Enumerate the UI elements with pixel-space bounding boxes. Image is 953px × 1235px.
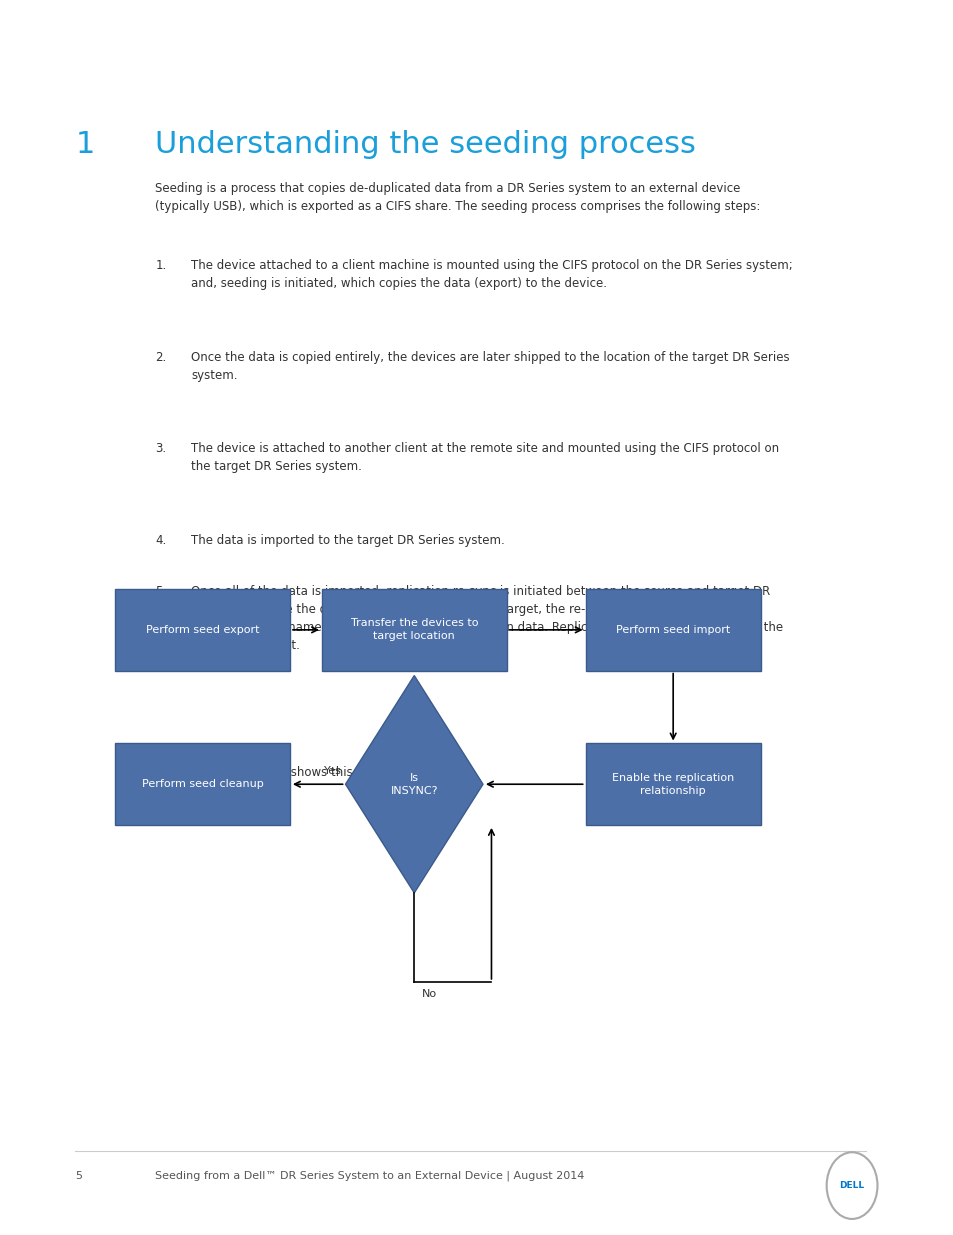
Text: Perform seed export: Perform seed export [146, 625, 259, 635]
FancyBboxPatch shape [322, 589, 506, 671]
Text: Yes: Yes [324, 766, 341, 776]
Text: 3.: 3. [155, 442, 167, 456]
Text: Once all of the data is imported, replication re-sync is initiated between the s: Once all of the data is imported, replic… [191, 585, 782, 652]
Text: 4.: 4. [155, 534, 167, 547]
Text: Transfer the devices to
target location: Transfer the devices to target location [350, 619, 477, 641]
Text: The device attached to a client machine is mounted using the CIFS protocol on th: The device attached to a client machine … [191, 259, 792, 290]
Text: The device is attached to another client at the remote site and mounted using th: The device is attached to another client… [191, 442, 779, 473]
Text: Seeding is a process that copies de-duplicated data from a DR Series system to a: Seeding is a process that copies de-dupl… [155, 182, 760, 212]
Text: 1.: 1. [155, 259, 167, 273]
Text: 2.: 2. [155, 351, 167, 364]
FancyBboxPatch shape [585, 743, 760, 825]
Text: The data is imported to the target DR Series system.: The data is imported to the target DR Se… [191, 534, 504, 547]
Text: Perform seed import: Perform seed import [616, 625, 730, 635]
Text: DELL: DELL [839, 1181, 863, 1191]
FancyBboxPatch shape [114, 589, 290, 671]
Text: Is
INSYNC?: Is INSYNC? [390, 773, 437, 795]
Text: Understanding the seeding process: Understanding the seeding process [155, 130, 696, 158]
Text: 5.: 5. [155, 585, 167, 599]
Text: Seeding from a Dell™ DR Series System to an External Device | August 2014: Seeding from a Dell™ DR Series System to… [155, 1171, 584, 1182]
Text: Perform seed cleanup: Perform seed cleanup [141, 779, 263, 789]
Text: 5: 5 [75, 1171, 82, 1181]
Text: Once the data is copied entirely, the devices are later shipped to the location : Once the data is copied entirely, the de… [191, 351, 789, 382]
Text: Enable the replication
relationship: Enable the replication relationship [612, 773, 734, 795]
Text: No: No [421, 989, 436, 999]
FancyBboxPatch shape [585, 589, 760, 671]
Text: 1: 1 [75, 130, 94, 158]
Polygon shape [345, 676, 482, 893]
Text: The following diagram shows this process.: The following diagram shows this process… [155, 766, 405, 779]
FancyBboxPatch shape [114, 743, 290, 825]
